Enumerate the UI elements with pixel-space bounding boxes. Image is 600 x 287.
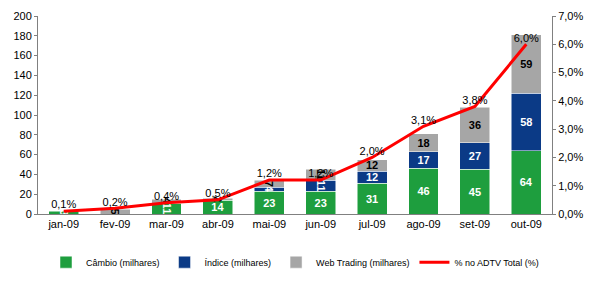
svg-text:4: 4 <box>161 198 173 205</box>
svg-text:0,5%: 0,5% <box>205 187 230 199</box>
svg-text:40: 40 <box>20 168 32 180</box>
svg-text:2: 2 <box>212 196 224 202</box>
svg-text:3,0%: 3,0% <box>558 123 583 135</box>
svg-text:ago-09: ago-09 <box>406 218 440 230</box>
svg-text:46: 46 <box>417 185 429 197</box>
svg-text:12: 12 <box>366 171 378 183</box>
svg-text:31: 31 <box>366 193 378 205</box>
svg-text:4,0%: 4,0% <box>558 95 583 107</box>
svg-text:3: 3 <box>58 209 70 215</box>
svg-text:jul-09: jul-09 <box>358 218 386 230</box>
svg-text:6,0%: 6,0% <box>558 38 583 50</box>
svg-text:45: 45 <box>469 186 481 198</box>
svg-text:0,0%: 0,0% <box>558 208 583 220</box>
svg-text:set-09: set-09 <box>460 218 491 230</box>
svg-text:1,0%: 1,0% <box>558 180 583 192</box>
svg-text:jun-09: jun-09 <box>304 218 336 230</box>
svg-text:3,8%: 3,8% <box>462 94 487 106</box>
svg-text:60: 60 <box>20 148 32 160</box>
svg-text:5: 5 <box>109 208 121 214</box>
svg-text:11: 11 <box>161 203 173 215</box>
svg-text:0: 0 <box>26 208 32 220</box>
svg-text:Índice (milhares): Índice (milhares) <box>205 258 272 268</box>
svg-text:fev-09: fev-09 <box>100 218 131 230</box>
svg-text:140: 140 <box>13 69 31 81</box>
svg-text:80: 80 <box>20 129 32 141</box>
svg-text:160: 160 <box>13 49 31 61</box>
svg-text:36: 36 <box>469 119 481 131</box>
svg-text:jan-09: jan-09 <box>47 218 79 230</box>
svg-text:mai-09: mai-09 <box>252 218 286 230</box>
svg-text:mar-09: mar-09 <box>149 218 184 230</box>
svg-text:Web Trading (milhares): Web Trading (milhares) <box>316 258 409 268</box>
svg-text:5,0%: 5,0% <box>558 66 583 78</box>
svg-text:11: 11 <box>315 169 327 181</box>
svg-text:6,0%: 6,0% <box>514 32 539 44</box>
svg-text:120: 120 <box>13 89 31 101</box>
svg-text:2,0%: 2,0% <box>360 145 385 157</box>
svg-text:4: 4 <box>263 186 275 193</box>
svg-text:7,0%: 7,0% <box>558 10 583 22</box>
svg-text:200: 200 <box>13 10 31 22</box>
svg-text:59: 59 <box>520 58 532 70</box>
svg-text:20: 20 <box>20 188 32 200</box>
svg-text:64: 64 <box>520 176 533 188</box>
svg-text:100: 100 <box>13 109 31 121</box>
svg-text:23: 23 <box>315 197 327 209</box>
svg-text:% no ADTV Total (%): % no ADTV Total (%) <box>454 258 538 268</box>
svg-text:Câmbio (milhares): Câmbio (milhares) <box>86 258 160 268</box>
svg-text:12: 12 <box>366 159 378 171</box>
svg-text:11: 11 <box>315 180 327 192</box>
svg-text:1,2%: 1,2% <box>308 167 333 179</box>
svg-text:14: 14 <box>211 201 224 213</box>
svg-text:2,0%: 2,0% <box>558 151 583 163</box>
svg-text:abr-09: abr-09 <box>202 218 234 230</box>
svg-text:0,4%: 0,4% <box>154 190 179 202</box>
svg-text:1,2%: 1,2% <box>257 167 282 179</box>
svg-text:27: 27 <box>469 150 481 162</box>
svg-text:0,1%: 0,1% <box>51 198 76 210</box>
svg-text:180: 180 <box>13 30 31 42</box>
svg-text:7: 7 <box>263 181 275 187</box>
svg-text:17: 17 <box>417 154 429 166</box>
svg-text:23: 23 <box>263 197 275 209</box>
svg-text:out-09: out-09 <box>511 218 542 230</box>
svg-text:0,2%: 0,2% <box>103 196 128 208</box>
svg-text:58: 58 <box>520 116 532 128</box>
svg-text:18: 18 <box>417 137 429 149</box>
svg-text:3,1%: 3,1% <box>411 114 436 126</box>
